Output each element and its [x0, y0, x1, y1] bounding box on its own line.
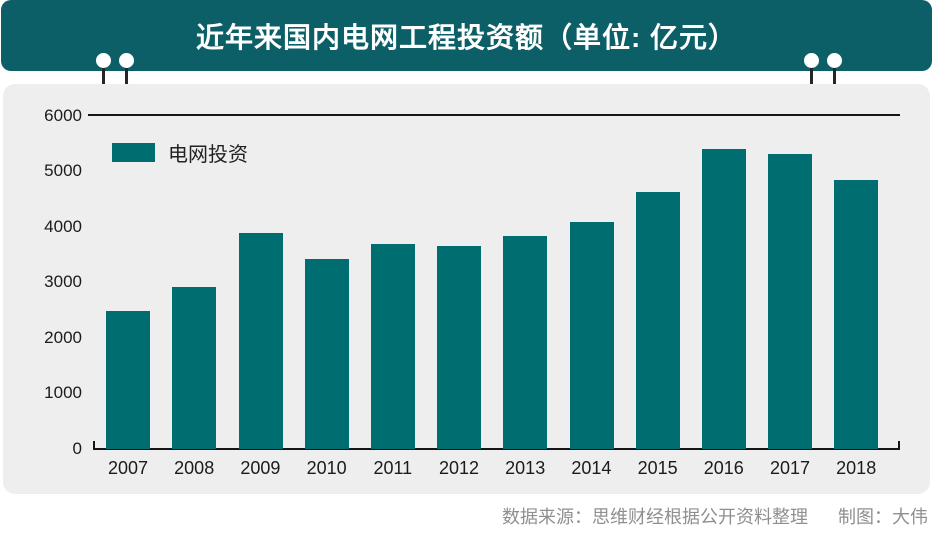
pin-stem	[124, 60, 128, 94]
title-banner: 近年来国内电网工程投资额（单位: 亿元）	[1, 0, 932, 71]
pin-stem	[832, 60, 836, 94]
chart-credit-text: 制图：大伟	[838, 507, 928, 527]
chart-panel	[3, 84, 930, 494]
pin-stem	[809, 60, 813, 94]
pin-top-dot	[826, 52, 842, 68]
pin-top-dot	[118, 52, 134, 68]
pin-top-dot	[803, 52, 819, 68]
chart-title: 近年来国内电网工程投资额（单位: 亿元）	[195, 21, 738, 53]
pin-top-dot	[95, 52, 111, 68]
footer: 数据来源：思维财经根据公开资料整理 制图：大伟	[502, 503, 928, 529]
data-source-text: 数据来源：思维财经根据公开资料整理	[502, 507, 808, 527]
pin-stem	[101, 60, 105, 94]
